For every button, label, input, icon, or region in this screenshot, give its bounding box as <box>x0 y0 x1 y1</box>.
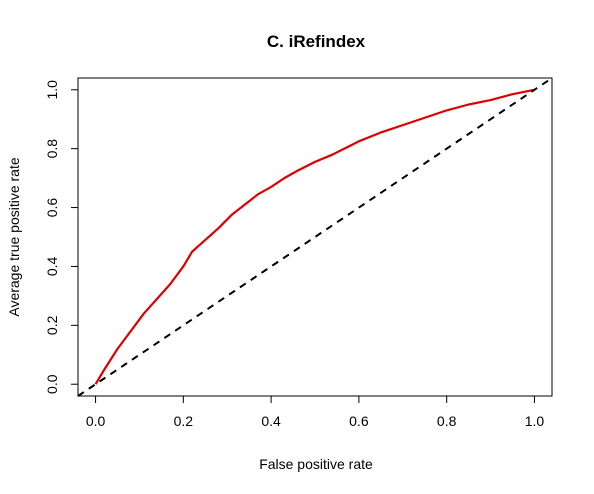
y-tick-label: 0.8 <box>44 139 60 159</box>
x-tick-label: 1.0 <box>525 413 545 429</box>
plot-area <box>77 77 553 397</box>
x-tick-label: 0.0 <box>86 413 106 429</box>
reference-diagonal-line <box>77 77 553 397</box>
x-tick-label: 0.6 <box>349 413 369 429</box>
y-axis: 0.0 0.2 0.4 0.6 0.8 1.0 <box>44 80 78 394</box>
plot-frame <box>77 77 553 397</box>
y-tick-label: 0.2 <box>44 315 60 335</box>
y-axis-label: Average true positive rate <box>6 157 22 316</box>
y-tick-label: 1.0 <box>44 80 60 100</box>
x-tick-label: 0.2 <box>174 413 194 429</box>
chart-title: C. iRefindex <box>267 32 366 51</box>
x-tick-label: 0.8 <box>437 413 457 429</box>
roc-curve-line <box>94 88 535 385</box>
x-tick-label: 0.4 <box>261 413 281 429</box>
y-tick-label: 0.6 <box>44 198 60 218</box>
y-tick-label: 0.4 <box>44 257 60 277</box>
x-axis: 0.0 0.2 0.4 0.6 0.8 1.0 <box>86 396 545 429</box>
y-tick-label: 0.0 <box>44 374 60 394</box>
x-axis-label: False positive rate <box>259 456 373 472</box>
